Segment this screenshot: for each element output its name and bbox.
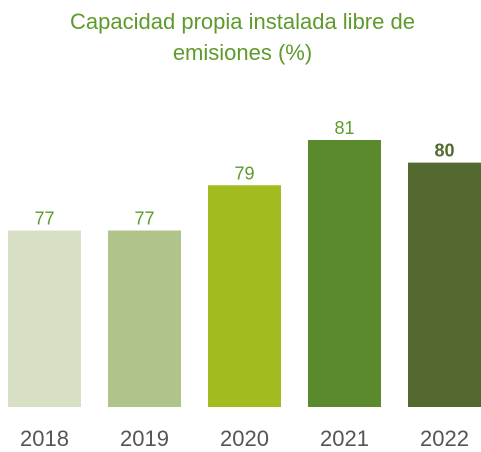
value-label: 81 — [334, 118, 354, 138]
value-label: 77 — [134, 209, 154, 229]
bar — [8, 230, 81, 407]
x-tick-label: 2019 — [120, 426, 169, 451]
x-tick-label: 2022 — [420, 426, 469, 451]
value-label: 77 — [34, 209, 54, 229]
x-tick-label: 2021 — [320, 426, 369, 451]
bar — [108, 230, 181, 407]
x-tick-label: 2020 — [220, 426, 269, 451]
bar — [208, 185, 281, 407]
value-label: 79 — [234, 163, 254, 183]
chart-title: Capacidad propia instalada libre de emis… — [70, 9, 415, 65]
x-tick-label: 2018 — [20, 426, 69, 451]
bar — [408, 162, 481, 407]
bar — [308, 140, 381, 407]
value-label: 80 — [434, 141, 454, 161]
